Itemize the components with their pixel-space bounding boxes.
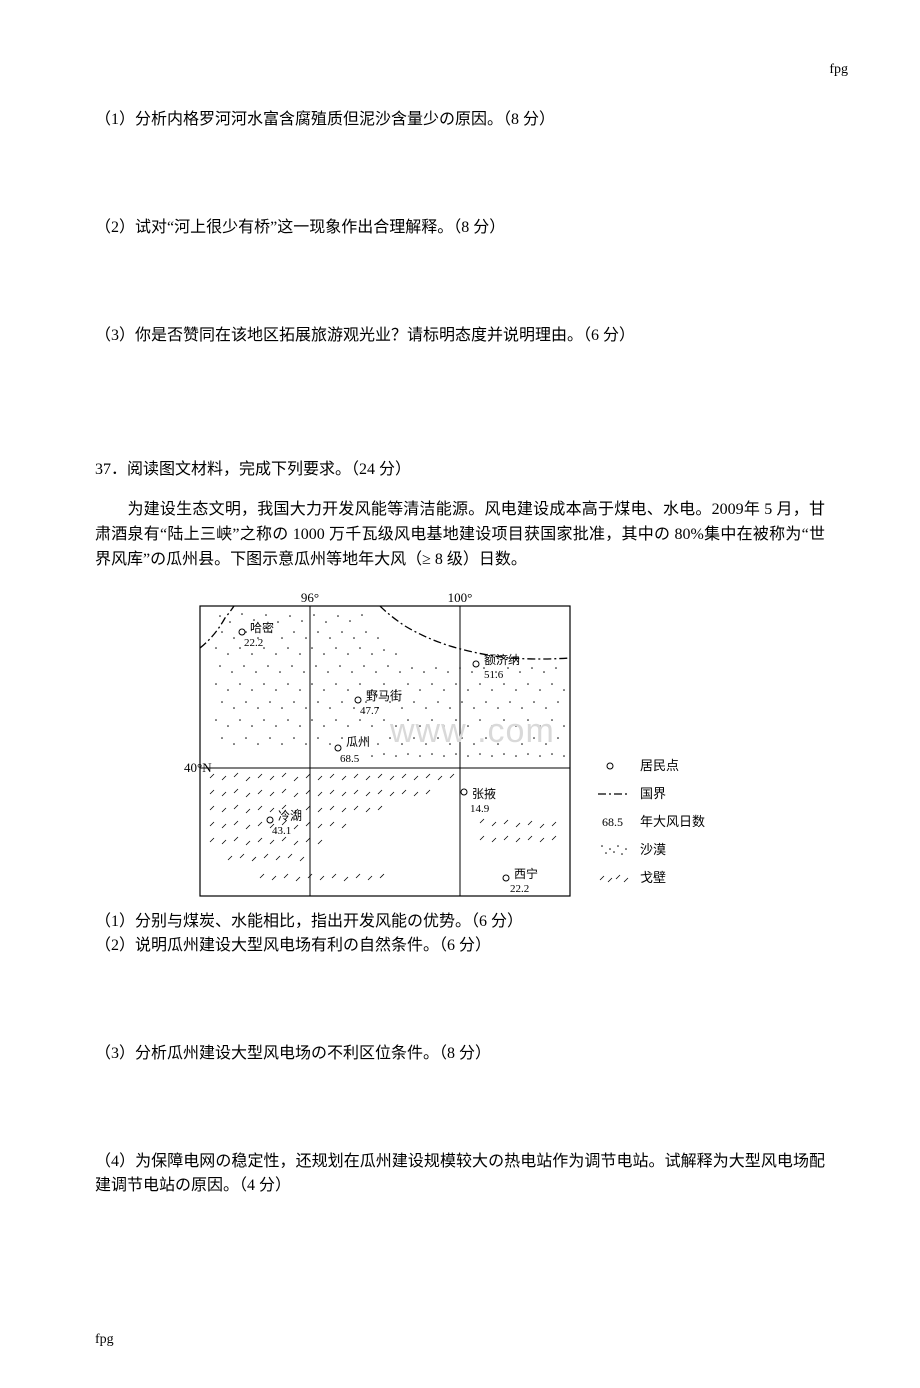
border-line-2 xyxy=(380,606,570,659)
footer-mark: fpg xyxy=(95,1332,114,1348)
q37-body: 为建设生态文明，我国大力开发风能等清洁能源。风电建设成本高于煤电、水电。2009… xyxy=(95,498,825,572)
svg-text:居民点: 居民点 xyxy=(640,758,679,773)
q37-part4: （4）为保障电网の稳定性，还规划在瓜州建设规模较大の热电站作为调节电站。试解释为… xyxy=(95,1150,825,1198)
lat-label: 40°N xyxy=(184,760,212,775)
lon-label-96: 96° xyxy=(301,590,319,605)
svg-text:68.5: 68.5 xyxy=(340,753,360,765)
svg-text:西宁: 西宁 xyxy=(514,866,538,881)
svg-text:野马街: 野马街 xyxy=(366,689,402,703)
places-group: 哈密 22.2 额济纳 51.6 野马街 47.7 瓜州 68.5 冷湖 43.… xyxy=(239,620,538,895)
lon-label-100: 100° xyxy=(448,590,473,605)
svg-text:瓜州: 瓜州 xyxy=(346,735,370,749)
svg-text:51.6: 51.6 xyxy=(484,669,504,681)
svg-text:额济纳: 额济纳 xyxy=(484,652,520,667)
border-line xyxy=(200,606,234,648)
gobi-region xyxy=(210,773,556,881)
svg-text:冷湖: 冷湖 xyxy=(278,808,302,823)
q37-intro: 37．阅读图文材料，完成下列要求。（24 分） xyxy=(95,458,825,482)
svg-text:47.7: 47.7 xyxy=(360,705,380,717)
legend: 居民点 国界 68.5 年大风日数 沙漠 戈壁 xyxy=(598,758,705,885)
svg-text:22.2: 22.2 xyxy=(510,883,529,895)
svg-text:22.2: 22.2 xyxy=(244,637,263,649)
svg-text:68.5: 68.5 xyxy=(602,815,623,829)
map-svg: 96° 100° 40°N xyxy=(180,588,740,908)
map-figure: www .com 96° 100° 40°N xyxy=(180,588,740,908)
svg-text:年大风日数: 年大风日数 xyxy=(640,814,705,829)
svg-text:14.9: 14.9 xyxy=(470,803,490,815)
svg-text:沙漠: 沙漠 xyxy=(640,842,666,857)
q36-part2: （2）试对“河上很少有桥”这一现象作出合理解释。（8 分） xyxy=(95,216,825,240)
q37-part3: （3）分析瓜州建设大型风电场の不利区位条件。（8 分） xyxy=(95,1042,825,1066)
svg-text:戈壁: 戈壁 xyxy=(640,870,666,885)
svg-text:43.1: 43.1 xyxy=(272,825,291,837)
svg-text:哈密: 哈密 xyxy=(250,620,274,635)
svg-text:国界: 国界 xyxy=(640,786,666,801)
q36-part1: （1）分析内格罗河河水富含腐殖质但泥沙含量少の原因。（8 分） xyxy=(95,108,825,132)
q36-part3: （3）你是否赞同在该地区拓展旅游观光业？请标明态度并说明理由。（6 分） xyxy=(95,324,825,348)
q37-part1: （1）分别与煤炭、水能相比，指出开发风能の优势。（6 分） xyxy=(95,910,825,934)
svg-text:张掖: 张掖 xyxy=(472,787,496,801)
q37-part2: （2）说明瓜州建设大型风电场有利の自然条件。（6 分） xyxy=(95,934,825,958)
header-mark: fpg xyxy=(829,62,848,78)
